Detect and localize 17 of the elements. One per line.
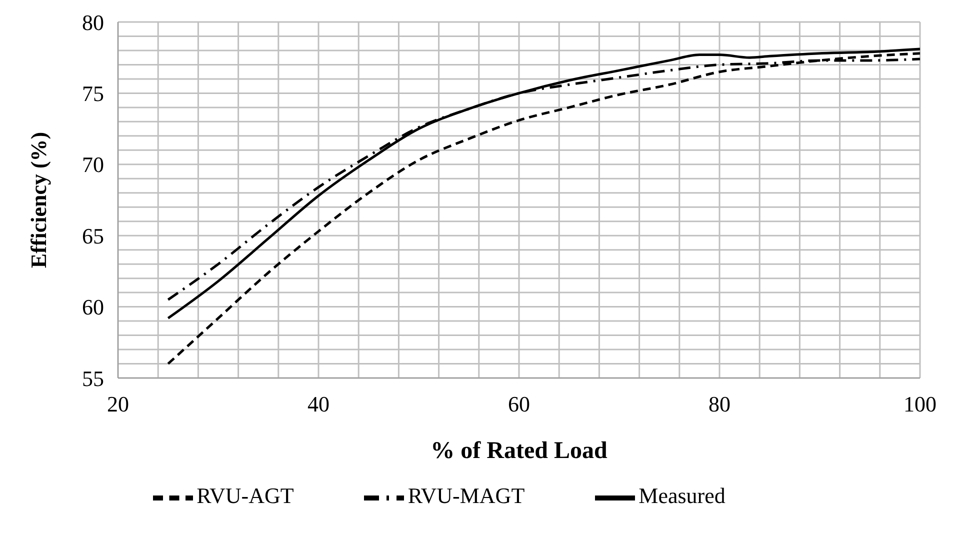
y-tick-label: 60 <box>82 294 104 320</box>
y-tick-label: 75 <box>82 81 104 106</box>
x-tick-label: 60 <box>508 392 530 417</box>
y-tick-label: 65 <box>82 223 104 248</box>
line-series <box>166 52 920 366</box>
legend-label: Measured <box>638 483 726 508</box>
y-axis-title: Efficiency (%) <box>26 132 51 268</box>
x-tick-label: 100 <box>904 392 936 417</box>
x-tick-label: 80 <box>708 392 730 417</box>
y-tick-label: 70 <box>82 152 104 178</box>
legend-label: RVU-MAGT <box>408 483 525 508</box>
y-tick-label: 80 <box>82 10 104 35</box>
x-tick-label: 40 <box>308 392 330 417</box>
x-axis-title: % of Rated Load <box>430 438 608 464</box>
y-tick-label: 55 <box>82 366 104 391</box>
x-tick-label: 20 <box>107 392 129 417</box>
legend-label: RVU-AGT <box>196 483 294 508</box>
